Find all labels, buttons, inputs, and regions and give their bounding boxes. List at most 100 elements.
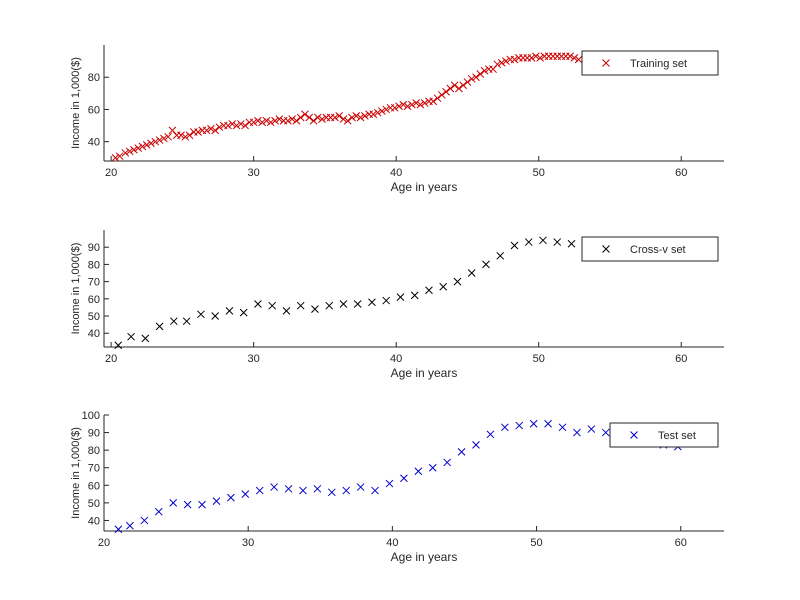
data-point [368, 298, 376, 307]
data-point [197, 310, 205, 319]
data-point [446, 84, 455, 93]
data-point [437, 91, 446, 99]
x-tick-label: 20 [105, 353, 117, 365]
data-point [573, 428, 581, 437]
data-point [342, 486, 351, 495]
data-point [486, 430, 495, 439]
data-point [493, 60, 502, 69]
data-point [352, 112, 361, 120]
data-point [313, 113, 322, 122]
data-point [544, 419, 552, 428]
y-tick-label: 70 [88, 463, 100, 475]
data-point [532, 52, 540, 61]
data-point [467, 269, 476, 277]
data-point [356, 483, 365, 491]
x-tick-label: 30 [248, 353, 260, 365]
data-point [182, 317, 191, 326]
data-point [202, 126, 211, 135]
data-point [500, 423, 509, 432]
data-point [249, 118, 258, 127]
data-point [127, 332, 135, 341]
data-point [305, 113, 314, 122]
y-tick-label: 40 [88, 137, 100, 149]
y-tick-label: 70 [88, 277, 100, 289]
data-point [211, 312, 220, 320]
data-point [439, 282, 448, 291]
y-tick-label: 60 [88, 104, 100, 116]
data-point [255, 486, 264, 495]
data-point [356, 113, 365, 122]
data-point [299, 486, 307, 495]
y-tick-label: 90 [88, 242, 100, 254]
data-point [395, 102, 403, 111]
legend-label: Test set [658, 430, 696, 442]
data-point [140, 516, 149, 525]
data-point [325, 301, 334, 310]
data-point [497, 58, 506, 67]
data-point [566, 52, 574, 61]
data-point [164, 132, 172, 141]
data-point [331, 113, 339, 122]
data-point [224, 121, 232, 130]
x-tick-label: 60 [675, 167, 687, 179]
data-point [459, 81, 468, 90]
data-point [271, 116, 279, 125]
data-point [412, 99, 420, 107]
data-point [301, 110, 309, 119]
data-point [254, 300, 262, 308]
x-tick-label: 60 [675, 537, 687, 549]
y-axis-label: Income in 1,000($) [70, 243, 82, 335]
y-tick-label: 40 [88, 328, 100, 340]
data-point [239, 308, 248, 317]
data-point [169, 499, 178, 507]
y-tick-label: 90 [88, 428, 100, 440]
x-axis-label: Age in years [391, 550, 458, 564]
data-point [228, 120, 237, 128]
data-point [138, 142, 147, 151]
data-point [378, 107, 386, 115]
data-point [502, 57, 510, 65]
data-point [476, 70, 485, 78]
data-point [536, 54, 544, 62]
data-point [369, 110, 378, 119]
data-point [420, 99, 429, 107]
data-point [348, 113, 356, 122]
x-tick-label: 20 [98, 537, 110, 549]
data-point [194, 128, 202, 136]
data-point [284, 116, 292, 125]
data-point [428, 463, 437, 472]
data-point [467, 74, 476, 83]
data-point [400, 474, 408, 483]
data-point [130, 145, 138, 154]
data-point [254, 116, 262, 125]
data-point [527, 54, 536, 62]
data-point [457, 448, 466, 456]
x-tick-label: 30 [242, 537, 254, 549]
test-set-plot: 20 30 40 50 60 40 50 60 70 80 90 100 Age in years Inc… [70, 410, 724, 564]
data-point [425, 286, 433, 295]
legend-marker [602, 59, 610, 67]
data-point [373, 108, 382, 117]
data-point [169, 317, 178, 326]
data-point [443, 458, 452, 467]
data-point [126, 521, 134, 530]
data-point [408, 100, 416, 109]
data-point [181, 132, 190, 141]
data-point [360, 112, 369, 120]
data-point [296, 301, 305, 310]
legend-label: Cross-v set [630, 244, 686, 256]
legend: Training set [581, 50, 719, 76]
data-point [309, 116, 318, 125]
data-point [463, 78, 472, 86]
data-point [455, 84, 463, 93]
data-point [275, 115, 284, 123]
data-point [183, 500, 192, 509]
x-axis-label: Age in years [391, 366, 458, 380]
data-point [601, 428, 610, 437]
data-point [284, 484, 293, 493]
y-tick-label: 80 [88, 445, 100, 457]
data-point [282, 307, 291, 315]
data-point [215, 123, 224, 132]
cross-validation-set-plot: 20 30 40 50 60 40 50 60 70 80 90 Age in years Income… [70, 230, 724, 380]
